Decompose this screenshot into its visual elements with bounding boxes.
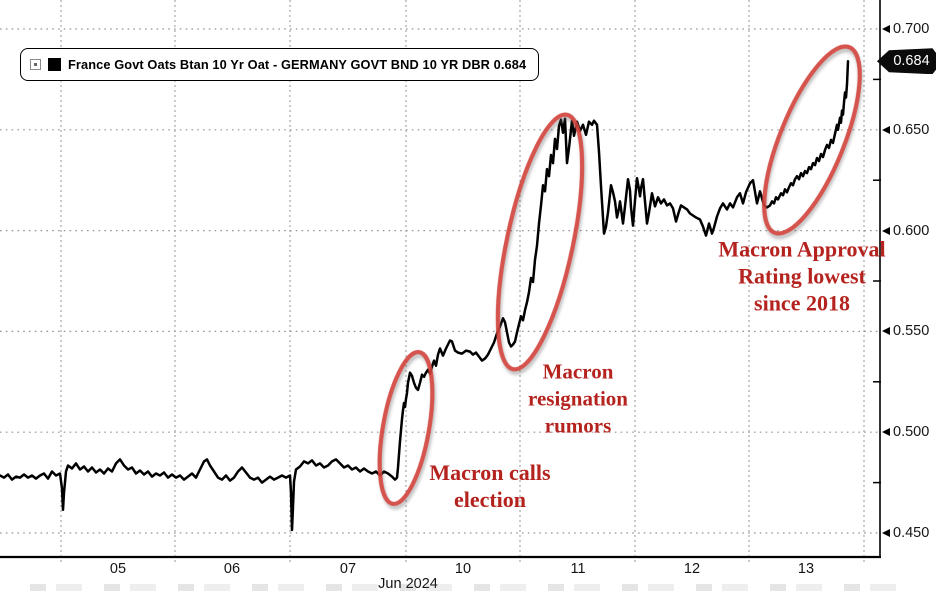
tick-arrow-icon xyxy=(882,226,890,235)
y-axis-tick-label: 0.650 xyxy=(882,121,929,139)
annotation-text-macron-calls-election: Macron calls election xyxy=(429,459,550,513)
annotation-line: rumors xyxy=(544,413,612,438)
annotation-line: resignation xyxy=(528,386,628,411)
x-axis-day-label: 10 xyxy=(454,561,472,577)
y-axis-tick-label: 0.700 xyxy=(882,20,929,38)
annotation-line: Rating lowest xyxy=(738,263,866,289)
last-value-tag: 0.684 xyxy=(877,48,936,74)
y-tick-text: 0.500 xyxy=(893,424,930,441)
legend-expand-icon[interactable] xyxy=(30,59,41,70)
tick-arrow-icon xyxy=(882,25,890,33)
annotation-line: election xyxy=(453,487,527,512)
y-axis-tick-label: 0.450 xyxy=(882,524,929,542)
annotation-line: Macron xyxy=(542,359,614,384)
y-tick-text: 0.600 xyxy=(893,222,930,239)
annotation-ellipse-icon xyxy=(377,349,435,507)
annotation-text-resignation-rumors: Macron resignation rumors xyxy=(528,359,628,440)
faint-watermark-text xyxy=(30,584,896,591)
x-axis-day-label: 11 xyxy=(570,561,586,577)
legend-color-swatch xyxy=(48,58,61,71)
tick-arrow-icon xyxy=(882,125,890,134)
annotation-line: since 2018 xyxy=(754,290,850,316)
y-tick-text: 0.450 xyxy=(893,525,930,541)
legend[interactable]: France Govt Oats Btan 10 Yr Oat - GERMAN… xyxy=(20,48,540,81)
y-tick-text: 0.650 xyxy=(893,121,930,138)
x-axis-day-label: 07 xyxy=(339,561,357,577)
annotation-text-approval-rating: Macron Approval Rating lowest since 2018 xyxy=(718,236,885,317)
tick-arrow-icon xyxy=(882,327,890,336)
x-axis-day-label: 06 xyxy=(223,561,241,577)
y-tick-text: 0.700 xyxy=(893,21,930,37)
annotation-ellipse-icon xyxy=(495,112,585,372)
y-axis-tick-label: 0.500 xyxy=(882,423,929,441)
legend-label: France Govt Oats Btan 10 Yr Oat - GERMAN… xyxy=(68,57,527,72)
annotation-line: Macron calls xyxy=(429,460,551,485)
x-axis-day-label: 05 xyxy=(109,561,127,577)
annotation-line: Macron Approval xyxy=(718,236,886,262)
x-axis-day-label: 13 xyxy=(797,561,815,577)
month-label: Jun 2024 xyxy=(378,576,438,592)
y-tick-text: 0.550 xyxy=(893,323,930,340)
annotation-ellipse-icon xyxy=(762,44,862,236)
tick-arrow-icon xyxy=(882,428,890,437)
y-axis-tick-label: 0.600 xyxy=(882,222,929,240)
tick-arrow-icon xyxy=(882,529,890,537)
x-axis-day-label: 12 xyxy=(683,561,701,577)
y-axis-tick-label: 0.550 xyxy=(882,322,929,340)
